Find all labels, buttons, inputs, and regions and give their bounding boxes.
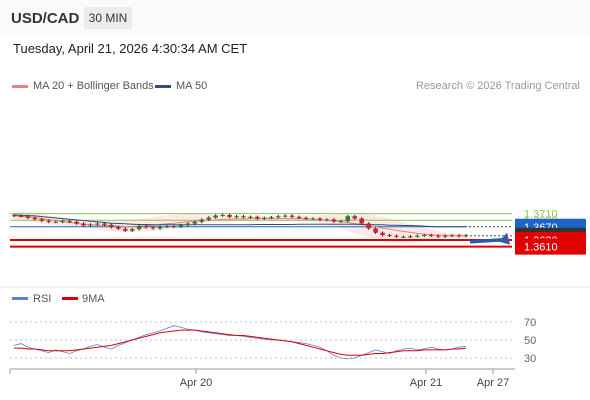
candle-body <box>129 229 135 231</box>
level-label-1.3710: 1.3710 <box>524 209 558 221</box>
candle-body <box>213 215 218 218</box>
candle-body <box>199 219 205 222</box>
candle-body <box>442 235 448 237</box>
candles-group <box>11 213 469 239</box>
candle-body <box>74 221 79 224</box>
credit-text: Research © 2026 Trading Central <box>415 80 580 92</box>
candle-body <box>32 217 38 220</box>
candle-body <box>171 226 177 228</box>
candle-body <box>109 224 114 228</box>
candle-body <box>401 236 406 238</box>
candle-body <box>359 218 364 224</box>
candle-body <box>67 221 72 223</box>
rsi-line <box>13 325 467 360</box>
candle-body <box>150 227 156 229</box>
candle-body <box>463 235 469 237</box>
candle-body <box>46 220 52 222</box>
candle-body <box>206 217 212 220</box>
candle-body <box>310 218 316 220</box>
candle-body <box>331 219 337 222</box>
candle-body <box>102 223 107 225</box>
candle-body <box>143 226 149 228</box>
forecast-arrow-head <box>499 232 510 245</box>
candle-body <box>248 216 253 218</box>
candle-body <box>227 214 232 217</box>
candle-body <box>408 236 413 238</box>
rsi-tick-70: 70 <box>524 317 536 329</box>
candle-body <box>296 216 302 218</box>
candle-body <box>39 219 45 221</box>
level-badge-1.3610 <box>515 238 586 255</box>
x-axis-label-0: Apr 20 <box>180 377 212 389</box>
candle-body <box>25 216 31 218</box>
candle-body <box>435 235 441 237</box>
candle-body <box>366 223 371 229</box>
candle-body <box>255 216 260 219</box>
x-axis-label-1: Apr 21 <box>410 377 442 389</box>
candle-body <box>421 235 427 237</box>
candle-body <box>185 223 191 226</box>
rsi-ma-line <box>14 329 467 356</box>
candle-body <box>282 215 288 217</box>
candle-body <box>289 215 295 217</box>
candle-body <box>380 232 385 236</box>
candle-body <box>345 216 351 222</box>
candle-body <box>449 235 455 237</box>
rsi-tick-50: 50 <box>524 335 536 347</box>
candle-body <box>241 216 246 218</box>
candle-body <box>53 221 59 223</box>
symbol-title: USD/CAD <box>11 10 80 27</box>
candle-body <box>95 223 100 225</box>
candle-body <box>122 228 128 231</box>
candle-body <box>387 235 392 237</box>
rsi-tick-30: 30 <box>524 353 536 365</box>
candle-body <box>303 217 309 219</box>
candle-body <box>192 221 198 224</box>
timestamp: Tuesday, April 21, 2026 4:30:34 AM CET <box>13 41 248 56</box>
candle-body <box>81 223 86 226</box>
candle-body <box>164 226 170 228</box>
candle-body <box>317 218 323 220</box>
candle-body <box>428 235 434 237</box>
ma50-legend-label: MA 50 <box>176 80 208 92</box>
candle-body <box>157 226 163 229</box>
candle-body <box>373 228 378 233</box>
candle-body <box>60 221 65 223</box>
candle-body <box>338 221 344 223</box>
rsi-ma-legend-label: 9MA <box>82 293 105 305</box>
candle-body <box>268 217 274 219</box>
bollinger-band-area <box>14 211 466 244</box>
candle-body <box>415 235 420 237</box>
candle-body <box>220 214 225 216</box>
rsi-legend-swatch <box>12 297 28 300</box>
rsi-legend-label: RSI <box>33 293 52 305</box>
interval-button[interactable]: 30 MIN <box>84 7 132 29</box>
header-bar: USD/CAD 30 MIN <box>0 0 590 36</box>
candle-body <box>136 226 142 230</box>
candle-body <box>456 235 462 237</box>
candle-body <box>324 219 330 221</box>
ma50-line <box>13 214 466 228</box>
candle-body <box>234 216 239 218</box>
candle-body <box>262 217 267 219</box>
ma50-legend-swatch <box>155 85 171 88</box>
forecast-arrow-shaft <box>469 237 507 244</box>
candle-body <box>18 215 24 217</box>
ma20-legend-label: MA 20 + Bollinger Bands <box>33 80 154 92</box>
candle-body <box>11 215 17 217</box>
candle-body <box>275 216 281 218</box>
x-axis-label-2: Apr 27 <box>477 377 509 389</box>
ma20-legend-swatch <box>12 85 28 88</box>
candle-body <box>88 224 93 226</box>
candle-body <box>394 235 399 237</box>
candle-body <box>116 227 121 229</box>
rsi-ma-legend-swatch <box>62 297 78 300</box>
candle-body <box>352 216 358 219</box>
candle-body <box>178 225 184 227</box>
level-label-1.3610: 1.3610 <box>524 242 558 254</box>
